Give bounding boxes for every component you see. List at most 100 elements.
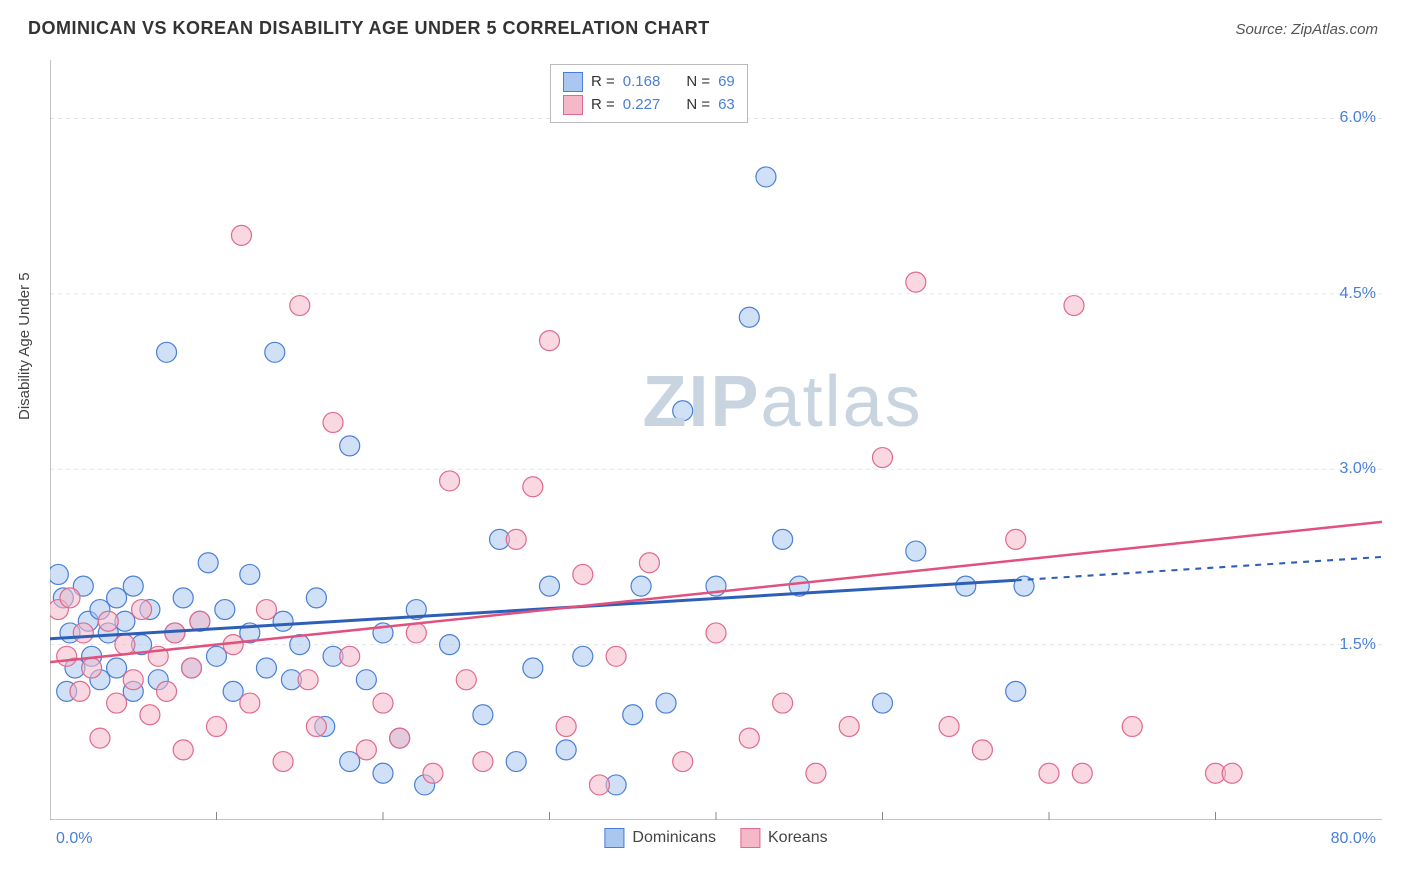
data-point xyxy=(939,716,959,736)
data-point xyxy=(70,681,90,701)
data-point xyxy=(756,167,776,187)
data-point xyxy=(123,576,143,596)
data-point xyxy=(107,693,127,713)
data-point xyxy=(223,681,243,701)
data-point xyxy=(606,646,626,666)
data-point xyxy=(340,646,360,666)
legend-n-value: 63 xyxy=(718,94,735,117)
data-point xyxy=(207,646,227,666)
data-point xyxy=(73,623,93,643)
data-point xyxy=(132,600,152,620)
y-tick-label: 3.0% xyxy=(1340,460,1376,478)
legend-swatch xyxy=(563,72,583,92)
chart-title: DOMINICAN VS KOREAN DISABILITY AGE UNDER… xyxy=(28,18,710,39)
legend-n-label: N = xyxy=(686,94,710,117)
data-point xyxy=(423,763,443,783)
data-point xyxy=(523,658,543,678)
data-point xyxy=(390,728,410,748)
data-point xyxy=(173,588,193,608)
legend-label: Koreans xyxy=(768,829,828,847)
legend-row: R = 0.227 N = 63 xyxy=(563,94,735,117)
data-point xyxy=(115,635,135,655)
data-point xyxy=(906,541,926,561)
data-point xyxy=(373,763,393,783)
data-point xyxy=(540,576,560,596)
data-point xyxy=(639,553,659,573)
data-point xyxy=(773,693,793,713)
data-point xyxy=(556,740,576,760)
data-point xyxy=(340,436,360,456)
legend-r-label: R = xyxy=(591,94,615,117)
data-point xyxy=(215,600,235,620)
data-point xyxy=(340,752,360,772)
data-point xyxy=(240,693,260,713)
y-axis-label: Disability Age Under 5 xyxy=(16,272,33,420)
data-point xyxy=(207,716,227,736)
data-point xyxy=(589,775,609,795)
data-point xyxy=(1222,763,1242,783)
legend-label: Dominicans xyxy=(632,829,716,847)
data-point xyxy=(356,670,376,690)
data-point xyxy=(506,752,526,772)
legend-r-value: 0.168 xyxy=(623,71,661,94)
data-point xyxy=(198,553,218,573)
data-point xyxy=(273,611,293,631)
scatter-plot-svg xyxy=(50,60,1382,820)
legend-swatch xyxy=(563,95,583,115)
data-point xyxy=(1006,681,1026,701)
data-point xyxy=(873,448,893,468)
data-point xyxy=(806,763,826,783)
y-tick-label: 1.5% xyxy=(1340,636,1376,654)
data-point xyxy=(506,529,526,549)
data-point xyxy=(1006,529,1026,549)
data-point xyxy=(739,307,759,327)
data-point xyxy=(323,412,343,432)
data-point xyxy=(265,342,285,362)
x-axis-max-label: 80.0% xyxy=(1331,830,1376,848)
data-point xyxy=(57,646,77,666)
data-point xyxy=(473,752,493,772)
legend-r-label: R = xyxy=(591,71,615,94)
data-point xyxy=(123,670,143,690)
data-point xyxy=(298,670,318,690)
data-point xyxy=(406,623,426,643)
data-point xyxy=(873,693,893,713)
data-point xyxy=(1122,716,1142,736)
data-point xyxy=(739,728,759,748)
legend-item: Koreans xyxy=(740,828,828,848)
data-point xyxy=(473,705,493,725)
data-point xyxy=(306,716,326,736)
data-point xyxy=(540,331,560,351)
x-axis-min-label: 0.0% xyxy=(56,830,92,848)
legend-n-label: N = xyxy=(686,71,710,94)
data-point xyxy=(972,740,992,760)
data-point xyxy=(157,342,177,362)
data-point xyxy=(256,658,276,678)
trend-line xyxy=(50,580,1016,638)
y-tick-label: 6.0% xyxy=(1340,109,1376,127)
data-point xyxy=(373,693,393,713)
data-point xyxy=(1072,763,1092,783)
trend-line-extrapolated xyxy=(1016,557,1382,580)
data-point xyxy=(839,716,859,736)
data-point xyxy=(356,740,376,760)
legend-n-value: 69 xyxy=(718,71,735,94)
legend-item: Dominicans xyxy=(604,828,716,848)
legend-row: R = 0.168 N = 69 xyxy=(563,71,735,94)
y-tick-label: 4.5% xyxy=(1340,285,1376,303)
data-point xyxy=(157,681,177,701)
data-point xyxy=(290,296,310,316)
data-point xyxy=(773,529,793,549)
chart-header: DOMINICAN VS KOREAN DISABILITY AGE UNDER… xyxy=(0,0,1406,47)
legend-r-value: 0.227 xyxy=(623,94,661,117)
data-point xyxy=(1039,763,1059,783)
data-point xyxy=(573,646,593,666)
data-point xyxy=(240,564,260,584)
series-legend: Dominicans Koreans xyxy=(604,828,827,848)
data-point xyxy=(231,225,251,245)
data-point xyxy=(182,658,202,678)
data-point xyxy=(50,564,68,584)
data-point xyxy=(98,611,118,631)
data-point xyxy=(107,658,127,678)
data-point xyxy=(1064,296,1084,316)
